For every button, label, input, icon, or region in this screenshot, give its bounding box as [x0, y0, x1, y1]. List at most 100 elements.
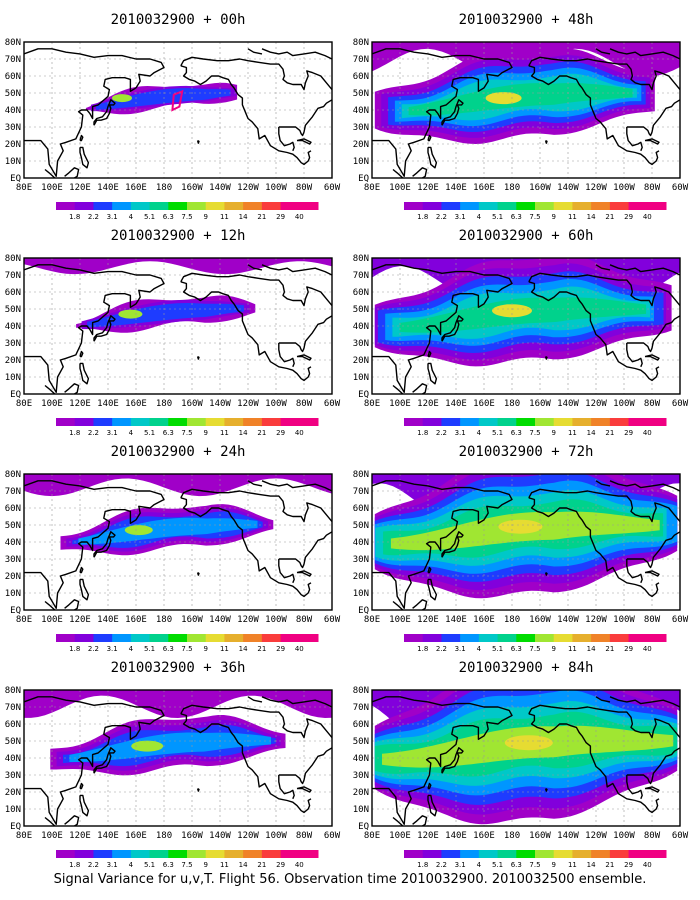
coastline [441, 99, 464, 126]
lon-tick-label: 80E [364, 615, 380, 625]
colorbar-segment [628, 418, 648, 426]
lon-tick-label: 160W [529, 615, 551, 625]
colorbar-label: 1.8 [417, 213, 428, 221]
coastline [24, 696, 165, 825]
lat-tick-label: EQ [10, 390, 21, 400]
colorbar-label: 21 [257, 645, 266, 653]
coastline [93, 315, 116, 342]
colorbar-label: 1.8 [417, 429, 428, 437]
colorbar-label: 5.1 [492, 429, 503, 437]
colorbar-label: 11 [220, 861, 229, 869]
lat-tick-label: 80N [353, 38, 369, 48]
lat-tick-label: 80N [5, 254, 21, 264]
coastline [427, 362, 438, 385]
lat-tick-label: 50N [353, 521, 369, 531]
lon-tick-label: 120W [585, 831, 607, 841]
colorbar-label: 14 [239, 429, 248, 437]
colorbar-label: 14 [239, 645, 248, 653]
coastline [644, 354, 660, 361]
lat-tick-label: 60N [5, 504, 21, 514]
lon-tick-label: 180 [504, 399, 520, 409]
colorbar-label: 1.8 [69, 861, 80, 869]
lat-tick-label: 40N [5, 538, 21, 548]
colorbar-segment [280, 202, 300, 210]
lon-tick-label: 140E [97, 183, 119, 193]
lat-tick-label: 30N [5, 339, 21, 349]
lon-tick-label: 160E [125, 615, 147, 625]
lon-tick-label: 120E [417, 831, 439, 841]
coastline [180, 488, 332, 523]
coastline [644, 138, 660, 145]
panel-title: 2010032900 + 48h [459, 12, 594, 28]
lat-tick-label: 50N [5, 737, 21, 747]
colorbar-segment [299, 202, 319, 210]
coastline [412, 815, 428, 826]
colorbar-label: 5.1 [144, 213, 155, 221]
colorbar-segment [497, 634, 517, 642]
coastline [79, 350, 84, 358]
lat-tick-label: 80N [353, 470, 369, 480]
colorbar-segment [516, 202, 536, 210]
lat-tick-label: 20N [353, 356, 369, 366]
lon-tick-label: 140E [445, 615, 467, 625]
coastline [427, 134, 432, 142]
colorbar-label: 14 [587, 645, 596, 653]
lat-tick-label: 40N [5, 322, 21, 332]
colorbar-label: 3.1 [455, 645, 466, 653]
lon-tick-label: 120E [417, 399, 439, 409]
colorbar-segment [56, 850, 76, 858]
coastline [626, 127, 643, 152]
coastline [595, 696, 611, 703]
map-panel: 2010032900 + 36h 80N 70N 60N 50N 40N 30N 20N 10N… [5, 660, 341, 869]
variance-field [372, 258, 680, 394]
colorbar-segment [647, 634, 667, 642]
colorbar-label: 29 [276, 213, 285, 221]
coastline [180, 713, 312, 814]
colorbar-segment [280, 850, 300, 858]
lat-tick-label: 30N [353, 123, 369, 133]
coastline [595, 264, 611, 271]
lat-tick-label: 70N [353, 55, 369, 65]
map-frame [23, 689, 333, 827]
lat-tick-label: 30N [353, 555, 369, 565]
colorbar-label: 5.1 [492, 645, 503, 653]
colorbar-segment [478, 634, 499, 642]
colorbar-label: 11 [568, 861, 577, 869]
map-frame [23, 473, 333, 611]
colorbar-label: 3.1 [107, 645, 118, 653]
coastline [392, 168, 404, 178]
lon-tick-label: 160W [181, 615, 203, 625]
colorbar-label: 7.5 [529, 645, 540, 653]
lon-tick-label: 160W [529, 831, 551, 841]
coastline [392, 384, 404, 394]
lat-tick-label: 60N [353, 720, 369, 730]
colorbar-segment [422, 418, 442, 426]
colorbar-label: 7.5 [181, 429, 192, 437]
lat-tick-label: 20N [5, 788, 21, 798]
colorbar-label: 14 [239, 213, 248, 221]
colorbar-label: 2.2 [88, 645, 99, 653]
colorbar-segment [609, 418, 630, 426]
colorbar-segment [74, 202, 94, 210]
colorbar-label: 14 [239, 861, 248, 869]
colorbar-segment [130, 418, 151, 426]
lon-tick-label: 60W [324, 183, 341, 193]
colorbar-label: 3.1 [107, 429, 118, 437]
colorbar-label: 29 [624, 213, 633, 221]
colorbar-segment [609, 850, 630, 858]
map-frame [23, 41, 333, 179]
coastline [44, 600, 56, 610]
lon-tick-label: 100W [265, 183, 287, 193]
colorbar-segment [224, 202, 244, 210]
coastline [427, 146, 438, 169]
lat-tick-label: EQ [10, 174, 21, 184]
lat-tick-label: 70N [353, 703, 369, 713]
colorbar-label: 21 [605, 213, 614, 221]
colorbar-segment [647, 850, 667, 858]
lat-tick-label: 10N [353, 373, 369, 383]
lat-tick-label: EQ [358, 174, 369, 184]
colorbar-label: 1.8 [69, 645, 80, 653]
lon-tick-label: 80E [16, 183, 32, 193]
coastline [372, 480, 513, 609]
lon-tick-label: 80W [644, 399, 661, 409]
